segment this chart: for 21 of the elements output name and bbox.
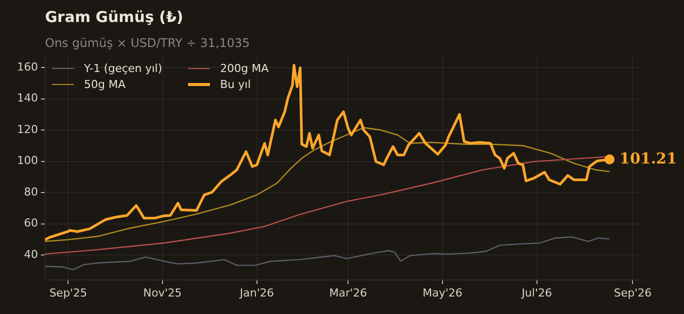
x-tick-label: Jul'26 <box>520 286 552 300</box>
legend-label: Y-1 (geçen yıl) <box>83 62 162 75</box>
y-tick-label: 80 <box>24 185 38 198</box>
y-tick-label: 120 <box>17 122 38 136</box>
x-tick-label: Nov'25 <box>143 286 182 300</box>
x-tick-label: Sep'25 <box>49 286 88 300</box>
chart-title: Gram Gümüş (₺) <box>45 8 184 26</box>
x-tick-label: Mar'26 <box>329 286 368 300</box>
x-tick-label: Sep'26 <box>614 286 652 300</box>
chart-subtitle: Ons gümüş × USD/TRY ÷ 31,1035 <box>45 36 250 50</box>
data-label: 101.21 <box>620 149 677 168</box>
legend-label: Bu yıl <box>219 78 252 91</box>
legend-label: 200g MA <box>219 62 269 75</box>
y-tick-label: 140 <box>17 92 38 105</box>
y-tick-label: 160 <box>17 60 38 74</box>
x-tick-label: Jan'26 <box>238 286 274 300</box>
y-tick-label: 60 <box>24 216 38 230</box>
x-tick-label: May'26 <box>422 286 462 300</box>
legend-label: 50g MA <box>83 78 126 91</box>
y-tick-label: 40 <box>24 248 38 261</box>
y-tick-label: 100 <box>17 154 38 168</box>
